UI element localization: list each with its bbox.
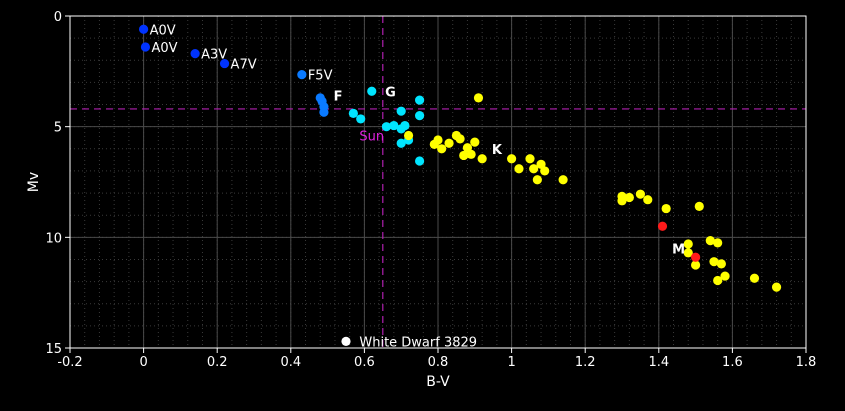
data-point (381, 122, 392, 132)
data-point (415, 156, 425, 166)
data-point (219, 58, 230, 69)
data-point (341, 336, 351, 346)
data-point (771, 282, 782, 292)
data-point (389, 120, 399, 131)
data-point (713, 275, 723, 286)
data-point (396, 106, 406, 116)
data-point (558, 175, 568, 185)
tick-labels: -0.2 0 0.2 0.4 0.6 0.8 1 1.2 1.4 1.6 1.8 0 5 10 15 (45, 10, 816, 370)
data-point (529, 164, 539, 174)
x-tick-label: 1.6 (722, 355, 743, 370)
data-point (459, 150, 469, 161)
data-point (455, 134, 465, 144)
y-axis-label: Mv (26, 172, 42, 192)
data-point (319, 107, 329, 117)
data-point (433, 135, 443, 145)
annotation-label: F5V (308, 69, 333, 84)
data-point (691, 260, 701, 270)
data-point (356, 114, 366, 124)
annotation-label: M (672, 242, 685, 257)
data-point (466, 149, 476, 159)
data-point (713, 238, 723, 248)
data-point (444, 138, 454, 148)
data-point (403, 130, 414, 141)
x-tick-label: -0.2 (57, 355, 82, 370)
data-point (661, 203, 671, 214)
data-point (139, 24, 149, 34)
data-point (635, 189, 646, 199)
x-tick-label: 1 (507, 355, 515, 370)
annotation-label: A0V (150, 23, 176, 38)
y-tick-label: 10 (45, 231, 62, 246)
ticks (65, 15, 807, 353)
data-point (473, 93, 484, 103)
data-point (643, 195, 653, 205)
data-point (540, 166, 550, 176)
x-tick-label: 0.2 (207, 355, 228, 370)
data-point (507, 154, 517, 164)
annotation-label: White Dwarf 3829 (359, 335, 477, 350)
annotation-label: F (334, 90, 343, 105)
data-point (624, 192, 634, 203)
data-point (348, 108, 358, 118)
data-point (477, 154, 487, 164)
data-point (470, 137, 480, 147)
data-point (691, 252, 701, 262)
x-tick-label: 0.6 (354, 355, 375, 370)
data-point (749, 273, 760, 283)
data-point (140, 42, 151, 52)
annotation-label: G (385, 85, 396, 100)
data-point (705, 236, 715, 246)
annotation-label: A3V (201, 48, 227, 63)
data-point (709, 257, 719, 267)
data-point (532, 175, 542, 185)
data-point (190, 49, 200, 59)
data-point (720, 271, 730, 281)
annotation-label: A0V (151, 41, 177, 56)
x-tick-label: 1.8 (796, 355, 817, 370)
data-point (437, 144, 447, 154)
reference-lines (70, 16, 806, 348)
data-point (716, 259, 726, 269)
x-axis-label: B-V (426, 374, 450, 390)
annotation-label: K (492, 143, 503, 158)
data-point (525, 154, 535, 164)
data-point (683, 239, 693, 249)
data-point (415, 95, 425, 105)
x-tick-label: 0 (139, 355, 147, 370)
y-tick-label: 5 (54, 121, 62, 136)
x-tick-label: 0.8 (428, 355, 449, 370)
data-point (514, 164, 524, 174)
x-tick-label: 1.4 (648, 355, 669, 370)
annotation-label: A7V (231, 58, 257, 73)
data-points (139, 24, 782, 346)
data-point (396, 138, 406, 148)
x-tick-label: 0.4 (280, 355, 301, 370)
y-tick-label: 0 (54, 10, 62, 25)
data-point (400, 120, 410, 131)
annotation-label: Sun (359, 130, 384, 145)
x-tick-label: 1.2 (575, 355, 596, 370)
data-point (617, 196, 627, 206)
data-point (683, 248, 693, 258)
data-point (694, 201, 704, 211)
data-point (415, 111, 425, 121)
data-point (297, 70, 307, 80)
data-point (657, 221, 668, 231)
data-point (367, 86, 377, 96)
y-tick-label: 15 (45, 342, 62, 357)
